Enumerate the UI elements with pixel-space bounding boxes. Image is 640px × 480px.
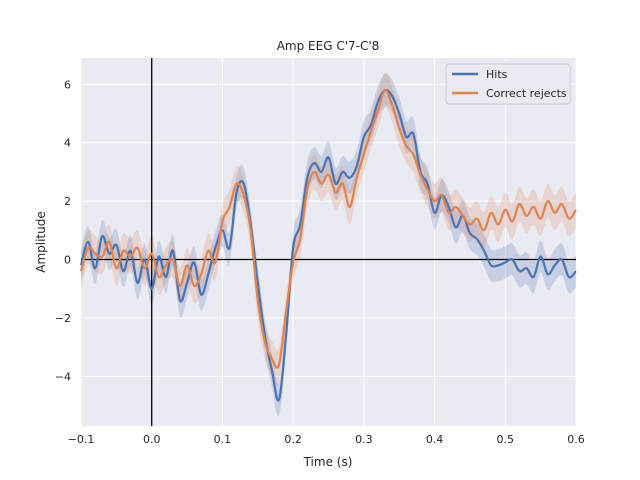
y-tick-label: 2 [64,195,71,208]
x-tick-label: 0.2 [284,433,302,446]
reference-lines [81,58,576,426]
confidence-band-correct-rejects [81,72,576,386]
x-tick-label: 0.5 [497,433,515,446]
plot-background [81,58,576,426]
x-tick-label: 0.3 [355,433,373,446]
y-tick-label: −4 [55,370,71,383]
series-lines [79,88,577,402]
x-tick-label: 0.0 [143,433,161,446]
legend-label-correct-rejects: Correct rejects [486,87,567,100]
y-tick-label: 6 [64,78,71,91]
x-tick-label: 0.1 [214,433,232,446]
y-axis-label: Amplitude [34,211,48,273]
x-axis-label: Time (s) [303,455,353,469]
series-line-correct-rejects [79,89,577,369]
y-tick-labels: −4 −2 0 2 4 6 [55,78,71,383]
confidence-band-hits [81,73,576,417]
x-tick-labels: −0.1 0.0 0.1 0.2 0.3 0.4 0.5 0.6 [68,433,585,446]
confidence-bands [81,72,576,417]
series-line-hits [79,88,577,402]
plot-area [81,58,576,426]
y-tick-label: 4 [64,137,71,150]
x-tick-label: −0.1 [68,433,95,446]
y-tick-label: −2 [55,312,71,325]
legend-label-hits: Hits [486,68,508,81]
chart-title: Amp EEG C'7-C'8 [277,39,380,53]
x-tick-label: 0.4 [426,433,444,446]
x-tick-label: 0.6 [567,433,585,446]
y-tick-label: 0 [64,254,71,267]
legend: Hits Correct rejects [445,63,571,105]
